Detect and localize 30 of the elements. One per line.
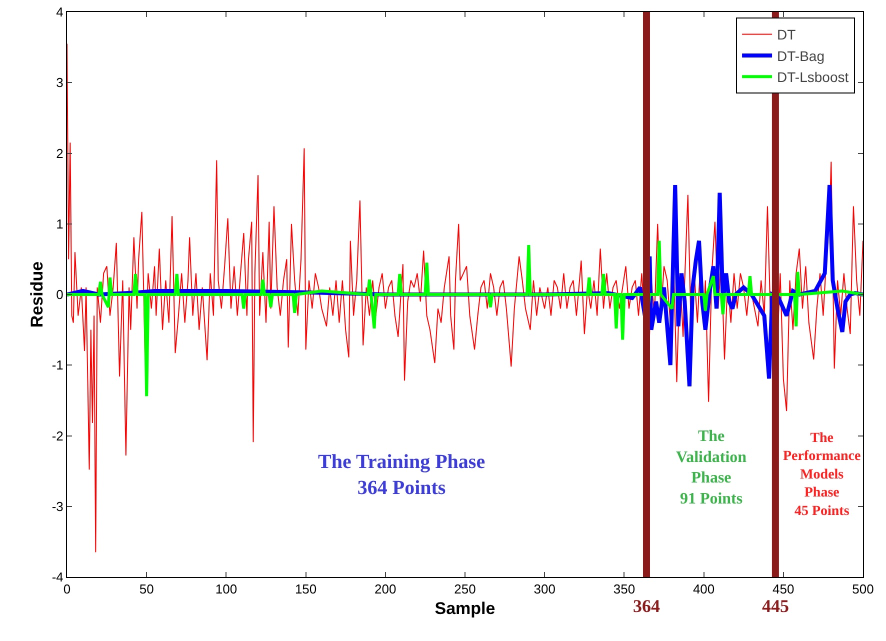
y-tick-label: 2: [56, 146, 64, 161]
x-tick-label: 250: [454, 582, 476, 597]
x-tick-label: 350: [613, 582, 636, 597]
annotation: The Performance Models Phase 45 Points: [783, 431, 861, 519]
ref-line-label: 364: [633, 596, 660, 616]
line-series: [67, 239, 863, 398]
y-tick-label: -4: [52, 570, 64, 585]
x-tick-label: 450: [772, 582, 794, 597]
legend-label: DT-Bag: [777, 48, 825, 64]
annotation: The Validation Phase 91 Points: [676, 428, 747, 508]
x-tick-label: 150: [294, 582, 317, 597]
y-tick-label: 3: [56, 75, 64, 90]
x-tick-label: 50: [139, 582, 154, 597]
annotation: The Training Phase 364 Points: [318, 451, 486, 499]
y-tick-label: -2: [52, 428, 64, 444]
legend-label: DT: [777, 26, 796, 43]
legend-label: DT-Lsboost: [777, 69, 849, 86]
y-tick-label: -3: [52, 498, 64, 514]
x-tick-label: 500: [852, 582, 874, 597]
y-tick-label: 4: [56, 4, 64, 20]
x-tick-label: 100: [215, 582, 238, 597]
y-tick-label: -1: [52, 358, 64, 373]
x-tick-label: 400: [692, 582, 715, 597]
ref-line-label: 445: [762, 596, 789, 616]
x-tick-label: 300: [534, 582, 556, 597]
y-axis-title: Residue: [27, 261, 46, 328]
x-axis-title: Sample: [434, 599, 496, 618]
x-tick-label: 200: [374, 582, 396, 597]
y-tick-label: 0: [56, 287, 64, 302]
y-tick-label: 1: [56, 216, 64, 232]
